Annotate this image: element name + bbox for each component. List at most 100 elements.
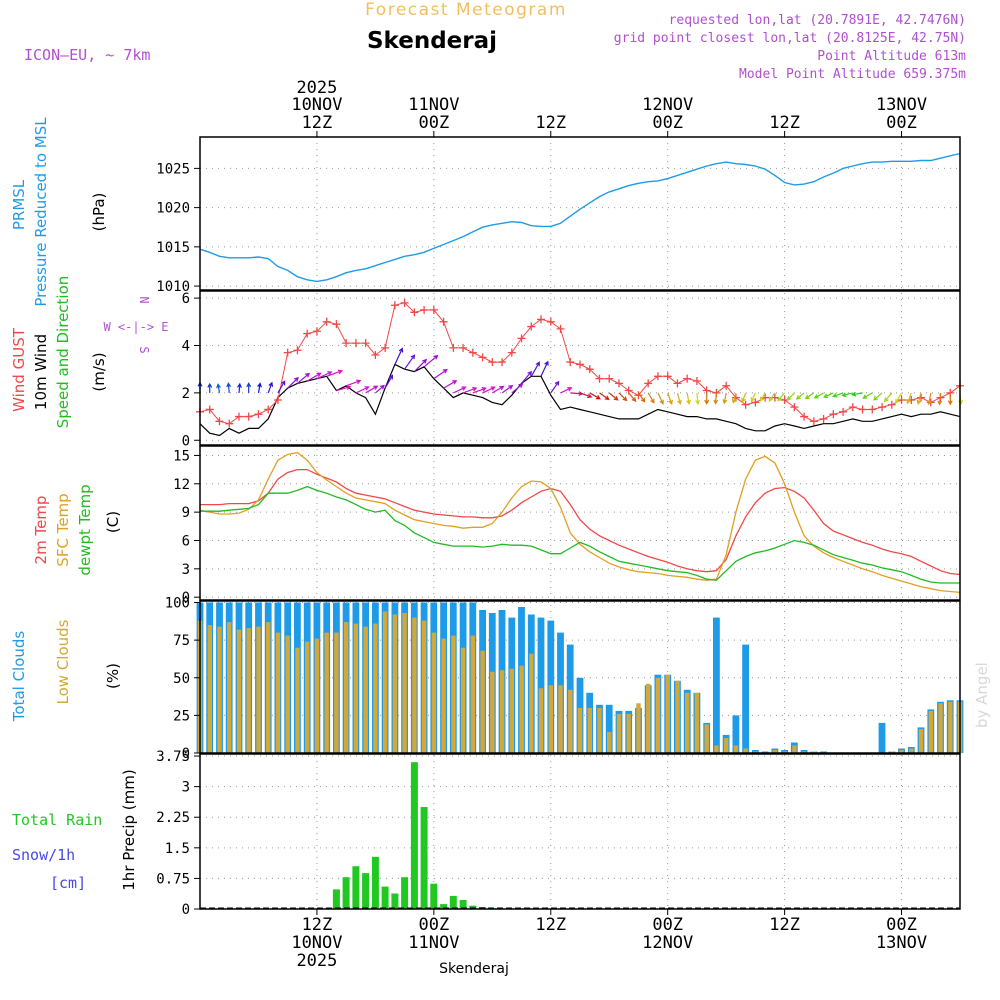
gust-marker [478,353,487,362]
low-cloud-bar [548,685,553,753]
gust-marker [653,372,662,381]
low-cloud-bar [285,635,290,753]
gust-marker [400,298,409,307]
wind-direction-arrow [832,392,844,398]
low-cloud-bar [334,632,339,753]
wind-direction-arrow [786,392,795,401]
wind-direction-arrow [501,384,514,394]
rain-bar [430,883,438,909]
temperature-frame [199,445,961,601]
low-cloud-bar [928,710,933,753]
gust-marker [273,395,282,404]
wind-direction-arrow [207,382,213,393]
wind-direction-arrow [237,382,242,393]
wind-direction-arrow [492,385,505,394]
gust-marker [751,398,760,407]
low-cloud-bar [587,707,592,753]
pressure-ytick-label: 1025 [156,161,190,177]
pressure-ytick-label: 1010 [156,279,190,295]
footer-location: Skenderaj [439,961,509,977]
wind-direction-arrow [433,368,448,380]
model-altitude: Model Point Altitude 659.375m [739,67,966,82]
wind-direction-arrow [589,392,601,400]
dewpt-label: dewpt Temp [76,484,94,575]
sfc-temp-line [199,451,961,594]
wind-direction-arrow [413,358,428,373]
clouds-ytick-label: 0 [182,746,190,762]
bottom-hour-label: 12Z [535,915,566,935]
wind-direction-arrow [841,392,853,398]
bottom-hour-label: 00Z [886,915,917,935]
top-hour-label: 12Z [302,113,333,133]
gust-marker [634,391,643,400]
top-year-label: 2025 [296,78,337,98]
gust-marker [800,412,809,421]
wind-direction-arrow [297,372,311,384]
gust-marker [809,417,818,426]
wind-direction-arrow [257,382,262,394]
bottom-year-label: 2025 [296,951,337,971]
clouds-ytick-label: 100 [165,596,190,612]
gust-marker [498,358,507,367]
gust-marker [585,365,594,374]
top-hour-label: 12Z [535,113,566,133]
wind-direction-arrow [521,370,533,384]
top-hour-label: 00Z [886,113,917,133]
low-cloud-bar [714,745,719,753]
low-cloud-bar [392,614,398,753]
gust-marker [351,339,360,348]
gust-marker [673,379,682,388]
low-cloud-bar [607,731,612,753]
wind-direction-arrow [384,374,394,389]
total-cloud-bar [742,644,749,753]
wind-direction-arrow [287,376,299,389]
wind-ytick-label: 6 [182,291,190,307]
low-cloud-bar [460,647,466,753]
low-cloud-bar [743,748,748,753]
clouds-ytick-label: 75 [173,633,190,649]
low-cloud-bar [363,626,368,753]
wind-direction-arrow [267,381,274,394]
low-cloud-bar [918,728,924,753]
bottom-date-label: 13NOV [876,933,927,953]
wind-direction-arrow [768,392,776,402]
wind-direction-arrow [731,392,737,404]
precip-ytick-label: 3.75 [156,749,190,765]
wind-direction-arrow [404,354,416,370]
gust-marker [429,305,438,314]
total-rain-label: Total Rain [12,811,102,829]
low-cloud-bar [295,647,300,753]
gust-marker [283,348,292,357]
total-cloud-bar [713,617,720,753]
gust-marker [546,317,555,326]
total-clouds-label: Total Clouds [10,631,28,723]
rain-bar [362,873,370,909]
wind-ytick-label: 0 [182,433,190,449]
temperature-ytick-label: 9 [182,505,190,521]
wind-direction-arrow [750,392,756,403]
low-cloud-bar [538,688,544,753]
bottom-date-label: 12NOV [642,933,693,953]
compass-west-east: W <-|-> E [103,320,168,334]
clouds-ytick-label: 50 [173,671,190,687]
low-cloud-bar [938,703,943,753]
gust-marker [381,343,390,352]
temp-2m-label: 2m Temp [32,496,50,565]
clouds-unit-label: (%) [104,663,122,689]
wind-direction-arrow [795,392,805,400]
gust-marker [312,327,321,336]
low-cloud-bar [412,617,417,753]
low-cloud-bar [207,625,212,753]
wind-direction-arrow [226,382,232,393]
wind-direction-arrow [462,386,478,394]
low-cloud-bar [441,638,446,753]
low-cloud-bar [646,683,651,753]
clouds-ytick-label: 25 [173,708,190,724]
low-cloud-bar [373,623,378,753]
wind-direction-arrow [216,383,221,394]
rain-bar [440,904,448,909]
wind-direction-arrow [618,392,628,402]
prmsl-label: PRMSL [10,179,28,230]
bottom-hour-label: 12Z [302,915,333,935]
wind-direction-arrow [883,392,893,403]
